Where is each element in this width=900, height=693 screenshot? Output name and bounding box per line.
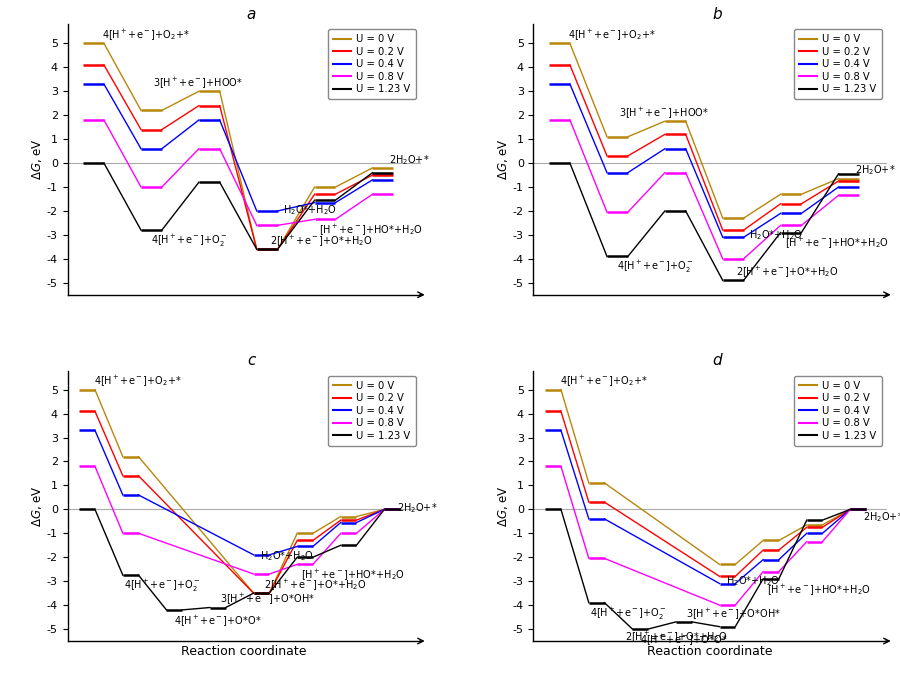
Text: d: d — [712, 353, 722, 368]
Text: 2[H$^+$+e$^-$]+O*+H$_2$O: 2[H$^+$+e$^-$]+O*+H$_2$O — [270, 233, 373, 248]
X-axis label: Reaction coordinate: Reaction coordinate — [647, 645, 773, 658]
Y-axis label: $\Delta G$, eV: $\Delta G$, eV — [496, 139, 510, 180]
Text: [H$^+$+e$^-$]+HO*+H$_2$O: [H$^+$+e$^-$]+HO*+H$_2$O — [301, 568, 404, 582]
Text: 2[H$^+$+e$^-$]+O*+H$_2$O: 2[H$^+$+e$^-$]+O*+H$_2$O — [625, 629, 727, 644]
Text: 4[H$^+$+e$^-$]+O$_2^-$: 4[H$^+$+e$^-$]+O$_2^-$ — [124, 578, 201, 594]
Text: [H$^+$+e$^-$]+HO*+H$_2$O: [H$^+$+e$^-$]+HO*+H$_2$O — [785, 236, 889, 250]
Legend: U = 0 V, U = 0.2 V, U = 0.4 V, U = 0.8 V, U = 1.23 V: U = 0 V, U = 0.2 V, U = 0.4 V, U = 0.8 V… — [328, 376, 416, 446]
Text: 4[H$^+$+e$^-$]+O$_2$+*: 4[H$^+$+e$^-$]+O$_2$+* — [560, 374, 647, 389]
Text: 3[H$^+$+e$^-$]+HOO*: 3[H$^+$+e$^-$]+HOO* — [153, 75, 243, 90]
Text: [H$^+$+e$^-$]+HO*+H$_2$O: [H$^+$+e$^-$]+HO*+H$_2$O — [767, 581, 870, 597]
Text: 3[H$^+$+e$^-$]+O*OH*: 3[H$^+$+e$^-$]+O*OH* — [220, 591, 315, 606]
Text: a: a — [247, 6, 256, 21]
Text: [H$^+$+e$^-$]+HO*+H$_2$O: [H$^+$+e$^-$]+HO*+H$_2$O — [320, 222, 423, 237]
Text: 3[H$^+$+e$^-$]+O*OH*: 3[H$^+$+e$^-$]+O*OH* — [686, 606, 781, 621]
Text: H$_2$O*+H$_2$O: H$_2$O*+H$_2$O — [749, 228, 803, 242]
Text: H$_2$O*+H$_2$O: H$_2$O*+H$_2$O — [283, 203, 337, 217]
Text: 4[H$^+$+e$^-$]+O*O*: 4[H$^+$+e$^-$]+O*O* — [640, 632, 728, 647]
Text: H$_2$O*+H$_2$O: H$_2$O*+H$_2$O — [260, 550, 314, 563]
Text: 2H$_2$O+*: 2H$_2$O+* — [862, 510, 900, 524]
X-axis label: Reaction coordinate: Reaction coordinate — [181, 645, 307, 658]
Y-axis label: $\Delta G$, eV: $\Delta G$, eV — [30, 139, 44, 180]
Text: 4[H$^+$+e$^-$]+O$_2^-$: 4[H$^+$+e$^-$]+O$_2^-$ — [590, 606, 667, 622]
Text: H$_2$O*+H$_2$O: H$_2$O*+H$_2$O — [725, 574, 779, 588]
Text: 2H$_2$O+*: 2H$_2$O+* — [389, 153, 429, 167]
Text: 4[H$^+$+e$^-$]+O$_2^-$: 4[H$^+$+e$^-$]+O$_2^-$ — [151, 233, 229, 249]
Text: 2H$_2$O+*: 2H$_2$O+* — [855, 164, 896, 177]
Text: 4[H$^+$+e$^-$]+O$_2$+*: 4[H$^+$+e$^-$]+O$_2$+* — [94, 374, 182, 389]
Text: 4[H$^+$+e$^-$]+O$_2$+*: 4[H$^+$+e$^-$]+O$_2$+* — [103, 27, 190, 42]
Text: 4[H$^+$+e$^-$]+O$_2^-$: 4[H$^+$+e$^-$]+O$_2^-$ — [617, 259, 694, 275]
Y-axis label: $\Delta G$, eV: $\Delta G$, eV — [30, 485, 44, 527]
Text: 4[H$^+$+e$^-$]+O*O*: 4[H$^+$+e$^-$]+O*O* — [175, 613, 262, 628]
Text: 3[H$^+$+e$^-$]+HOO*: 3[H$^+$+e$^-$]+HOO* — [618, 105, 708, 120]
Text: 2[H$^+$+e$^-$]+O*+H$_2$O: 2[H$^+$+e$^-$]+O*+H$_2$O — [736, 264, 839, 279]
Text: b: b — [712, 6, 722, 21]
Text: 4[H$^+$+e$^-$]+O$_2$+*: 4[H$^+$+e$^-$]+O$_2$+* — [568, 27, 656, 42]
Text: c: c — [247, 353, 256, 368]
Legend: U = 0 V, U = 0.2 V, U = 0.4 V, U = 0.8 V, U = 1.23 V: U = 0 V, U = 0.2 V, U = 0.4 V, U = 0.8 V… — [794, 376, 881, 446]
Y-axis label: $\Delta G$, eV: $\Delta G$, eV — [496, 485, 510, 527]
Legend: U = 0 V, U = 0.2 V, U = 0.4 V, U = 0.8 V, U = 1.23 V: U = 0 V, U = 0.2 V, U = 0.4 V, U = 0.8 V… — [328, 29, 416, 99]
Text: 2[H$^+$+e$^-$]+O*+H$_2$O: 2[H$^+$+e$^-$]+O*+H$_2$O — [264, 577, 366, 592]
Text: 2H$_2$O+*: 2H$_2$O+* — [397, 502, 437, 516]
Legend: U = 0 V, U = 0.2 V, U = 0.4 V, U = 0.8 V, U = 1.23 V: U = 0 V, U = 0.2 V, U = 0.4 V, U = 0.8 V… — [794, 29, 881, 99]
